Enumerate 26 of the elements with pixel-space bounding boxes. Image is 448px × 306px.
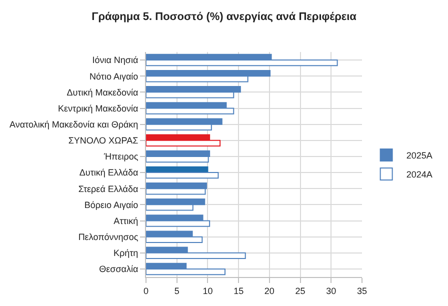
y-tick-label: Δυτική Ελλάδα xyxy=(79,168,138,178)
y-tick-label: Ανατολική Μακεδονία και Θράκη xyxy=(10,119,138,130)
bar xyxy=(146,172,219,179)
y-tick-label: Κρήτη xyxy=(113,248,138,258)
x-tick-label: 25 xyxy=(295,286,306,296)
y-tick-label: Ήπειρος xyxy=(102,152,139,162)
x-tick-label: 0 xyxy=(143,286,149,296)
y-tick-label: Θεσσαλία xyxy=(99,264,138,274)
y-tick-label: Στερεά Ελλάδα xyxy=(78,184,138,194)
y-tick-label: Νότιο Αιγαίο xyxy=(90,71,138,82)
y-tick-label: Δυτική Μακεδονία xyxy=(66,87,138,98)
y-tick-label: Βόρειο Αιγαίο xyxy=(84,200,138,210)
x-tick-label: 5 xyxy=(174,286,180,296)
y-tick-label: ΣΥΝΟΛΟ ΧΩΡΑΣ xyxy=(68,136,139,146)
y-tick-label: Πελοπόννησος xyxy=(78,232,139,242)
y-tick-label: Κεντρική Μακεδονία xyxy=(58,103,138,114)
x-tick-label: 35 xyxy=(356,286,368,296)
x-tick-label: 20 xyxy=(264,286,274,296)
y-tick-label: Αττική xyxy=(114,216,138,226)
x-tick-label: 15 xyxy=(234,286,244,296)
legend-label: 2024A xyxy=(406,170,432,180)
y-tick-label: Ιόνια Νησιά xyxy=(92,55,138,66)
x-tick-label: 10 xyxy=(202,286,213,296)
legend-label: 2025A xyxy=(406,150,432,161)
chart-title: Γράφημα 5. Ποσοστό (%) ανεργίας ανά Περιφέρεια xyxy=(92,10,357,23)
x-tick-label: 30 xyxy=(326,286,336,296)
